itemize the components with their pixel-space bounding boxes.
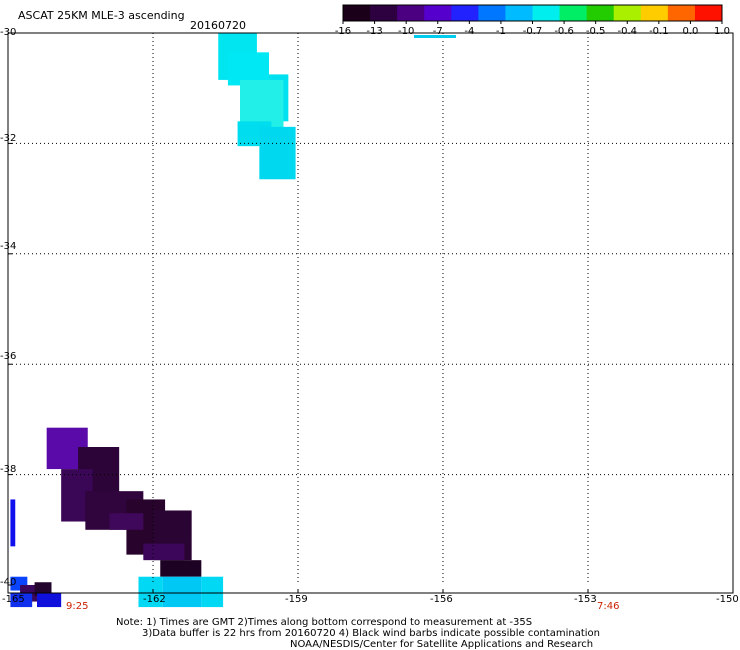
colorbar-swatch-1 [370, 5, 398, 21]
colorbar-swatch-2 [397, 5, 425, 21]
colorbar-swatch-0 [343, 5, 371, 21]
colorbar-label-11: 0.0 [682, 26, 699, 37]
y-label-40: -40 [0, 577, 17, 588]
data-cell-22 [10, 593, 33, 608]
y-label-36: -36 [0, 351, 17, 362]
colorbar-swatch-11 [640, 5, 669, 21]
colorbar-swatch-5 [478, 5, 506, 21]
data-cell-14 [160, 560, 202, 577]
colorbar-label-2: -10 [397, 26, 415, 37]
colorbar-swatch-13 [694, 5, 723, 21]
x-label-165: -165 [2, 594, 25, 605]
colorbar-swatch-12 [667, 5, 696, 21]
x-label-159: -159 [285, 594, 308, 605]
colorbar-swatch-8 [559, 5, 588, 21]
plot-frame [7, 32, 734, 594]
data-cell-23 [37, 593, 62, 608]
data-cell-13 [143, 543, 185, 561]
colorbar-label-1: -13 [366, 26, 383, 37]
data-cell-5 [259, 126, 296, 180]
data-cells [10, 33, 296, 608]
colorbar-swatch-10 [613, 5, 642, 21]
x-label-153: -153 [574, 594, 597, 605]
colorbar-label-10: -0.1 [649, 26, 669, 37]
data-cell-17 [201, 576, 224, 608]
colorbar-label-0: -16 [334, 26, 352, 37]
chart-date: 20160720 [190, 19, 246, 32]
data-cell-11 [109, 513, 144, 530]
colorbar-indicator [414, 35, 456, 38]
chart-title: ASCAT 25KM MLE-3 ascending [18, 9, 185, 22]
colorbar-swatch-6 [505, 5, 533, 21]
x-label-150: -150 [716, 594, 739, 605]
data-cell-18 [10, 499, 16, 547]
colorbar-label-8: -0.5 [585, 26, 606, 37]
note-line-1: Note: 1) Times are GMT 2)Times along bot… [116, 617, 533, 628]
y-label-38: -38 [0, 464, 17, 475]
colorbar-swatch-9 [586, 5, 615, 21]
colorbar [342, 4, 723, 38]
note-line-2: 3)Data buffer is 22 hrs from 20160720 4)… [142, 628, 600, 639]
grid-lines [8, 33, 733, 585]
colorbar-label-5: -1 [495, 26, 506, 37]
colorbar-label-4: -4 [464, 26, 475, 37]
y-label-30: -30 [0, 27, 17, 38]
time-label-right: 7:46 [597, 601, 620, 612]
colorbar-label-3: -7 [432, 26, 443, 37]
x-label-162: -162 [143, 594, 166, 605]
data-cell-15 [138, 576, 163, 608]
x-label-156: -156 [430, 594, 453, 605]
y-label-34: -34 [0, 241, 17, 252]
colorbar-swatch-3 [424, 5, 452, 21]
colorbar-label-12: 1.0 [714, 26, 730, 37]
axis-ticks [7, 32, 734, 593]
colorbar-label-9: -0.4 [617, 26, 638, 37]
colorbar-swatch-7 [532, 5, 561, 21]
colorbar-label-6: -0.7 [522, 26, 543, 37]
data-cell-16 [162, 576, 202, 608]
time-label-left: 9:25 [66, 601, 89, 612]
colorbar-label-7: -0.6 [554, 26, 574, 37]
y-label-32: -32 [0, 133, 17, 144]
colorbar-swatch-4 [451, 5, 479, 21]
note-line-3: NOAA/NESDIS/Center for Satellite Applica… [290, 639, 594, 650]
